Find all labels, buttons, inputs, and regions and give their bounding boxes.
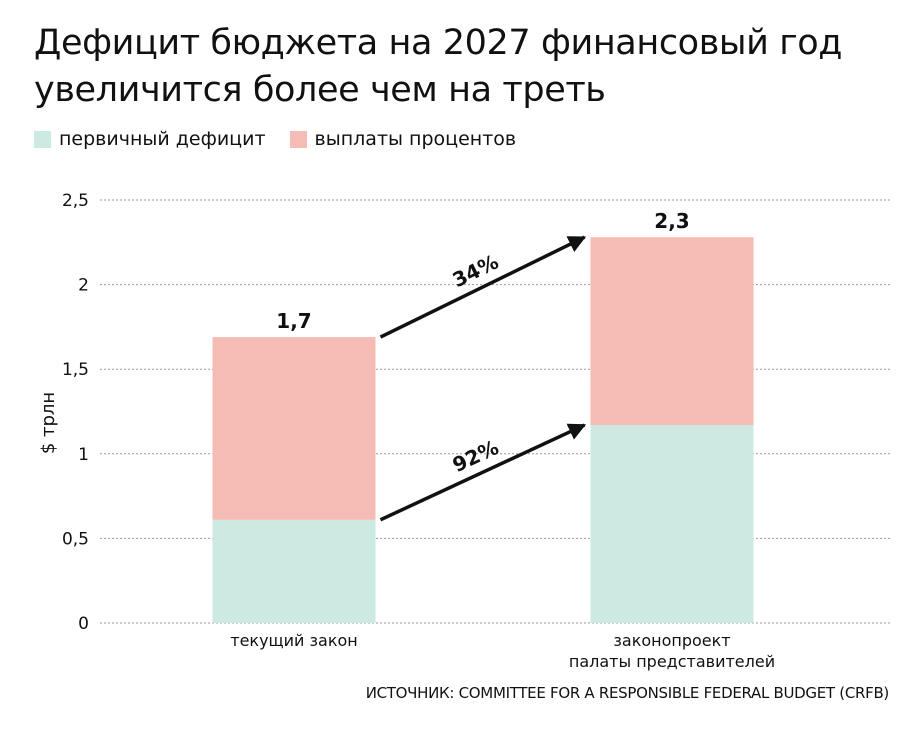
bar-segment-interest-payments <box>590 237 754 426</box>
bar-segment-primary-deficit <box>590 425 754 623</box>
chart-title-line-1: Дефицит бюджета на 2027 финансовый год <box>34 23 843 63</box>
bar-segment-primary-deficit <box>212 519 376 623</box>
change-percent-label: 92% <box>449 435 503 477</box>
chart-title: Дефицит бюджета на 2027 финансовый год у… <box>34 20 894 114</box>
legend-swatch-primary-deficit <box>34 130 51 148</box>
legend-item-interest-payments: выплаты процентов <box>289 128 517 150</box>
x-category-label: текущий закон <box>230 631 357 650</box>
y-tick-label: 0,5 <box>62 529 89 549</box>
y-tick-label: 0 <box>78 614 89 634</box>
y-axis-label: $ трлн <box>38 392 59 454</box>
y-tick-label: 2 <box>78 276 89 296</box>
change-percent-label: 34% <box>449 250 503 293</box>
legend: первичный дефицит выплаты процентов <box>34 126 540 152</box>
chart-title-line-2: увеличится более чем на треть <box>34 70 606 110</box>
legend-label-interest-payments: выплаты процентов <box>314 128 517 150</box>
change-arrow <box>379 235 587 339</box>
bar-total-label: 2,3 <box>654 209 689 233</box>
legend-item-primary-deficit: первичный дефицит <box>34 128 266 150</box>
x-category-label: законопроект <box>613 631 730 650</box>
y-tick-label: 2,5 <box>62 191 89 211</box>
change-arrow <box>379 423 587 522</box>
y-tick-label: 1 <box>78 445 89 465</box>
bar-segment-interest-payments <box>212 337 376 520</box>
legend-swatch-interest-payments <box>289 130 307 148</box>
y-tick-label: 1,5 <box>62 360 89 380</box>
bar-total-label: 1,7 <box>276 309 311 333</box>
source-note: ИСТОЧНИК: COMMITTEE FOR A RESPONSIBLE FE… <box>365 684 890 702</box>
x-category-label: палаты представителей <box>569 652 775 671</box>
legend-label-primary-deficit: первичный дефицит <box>59 128 266 150</box>
